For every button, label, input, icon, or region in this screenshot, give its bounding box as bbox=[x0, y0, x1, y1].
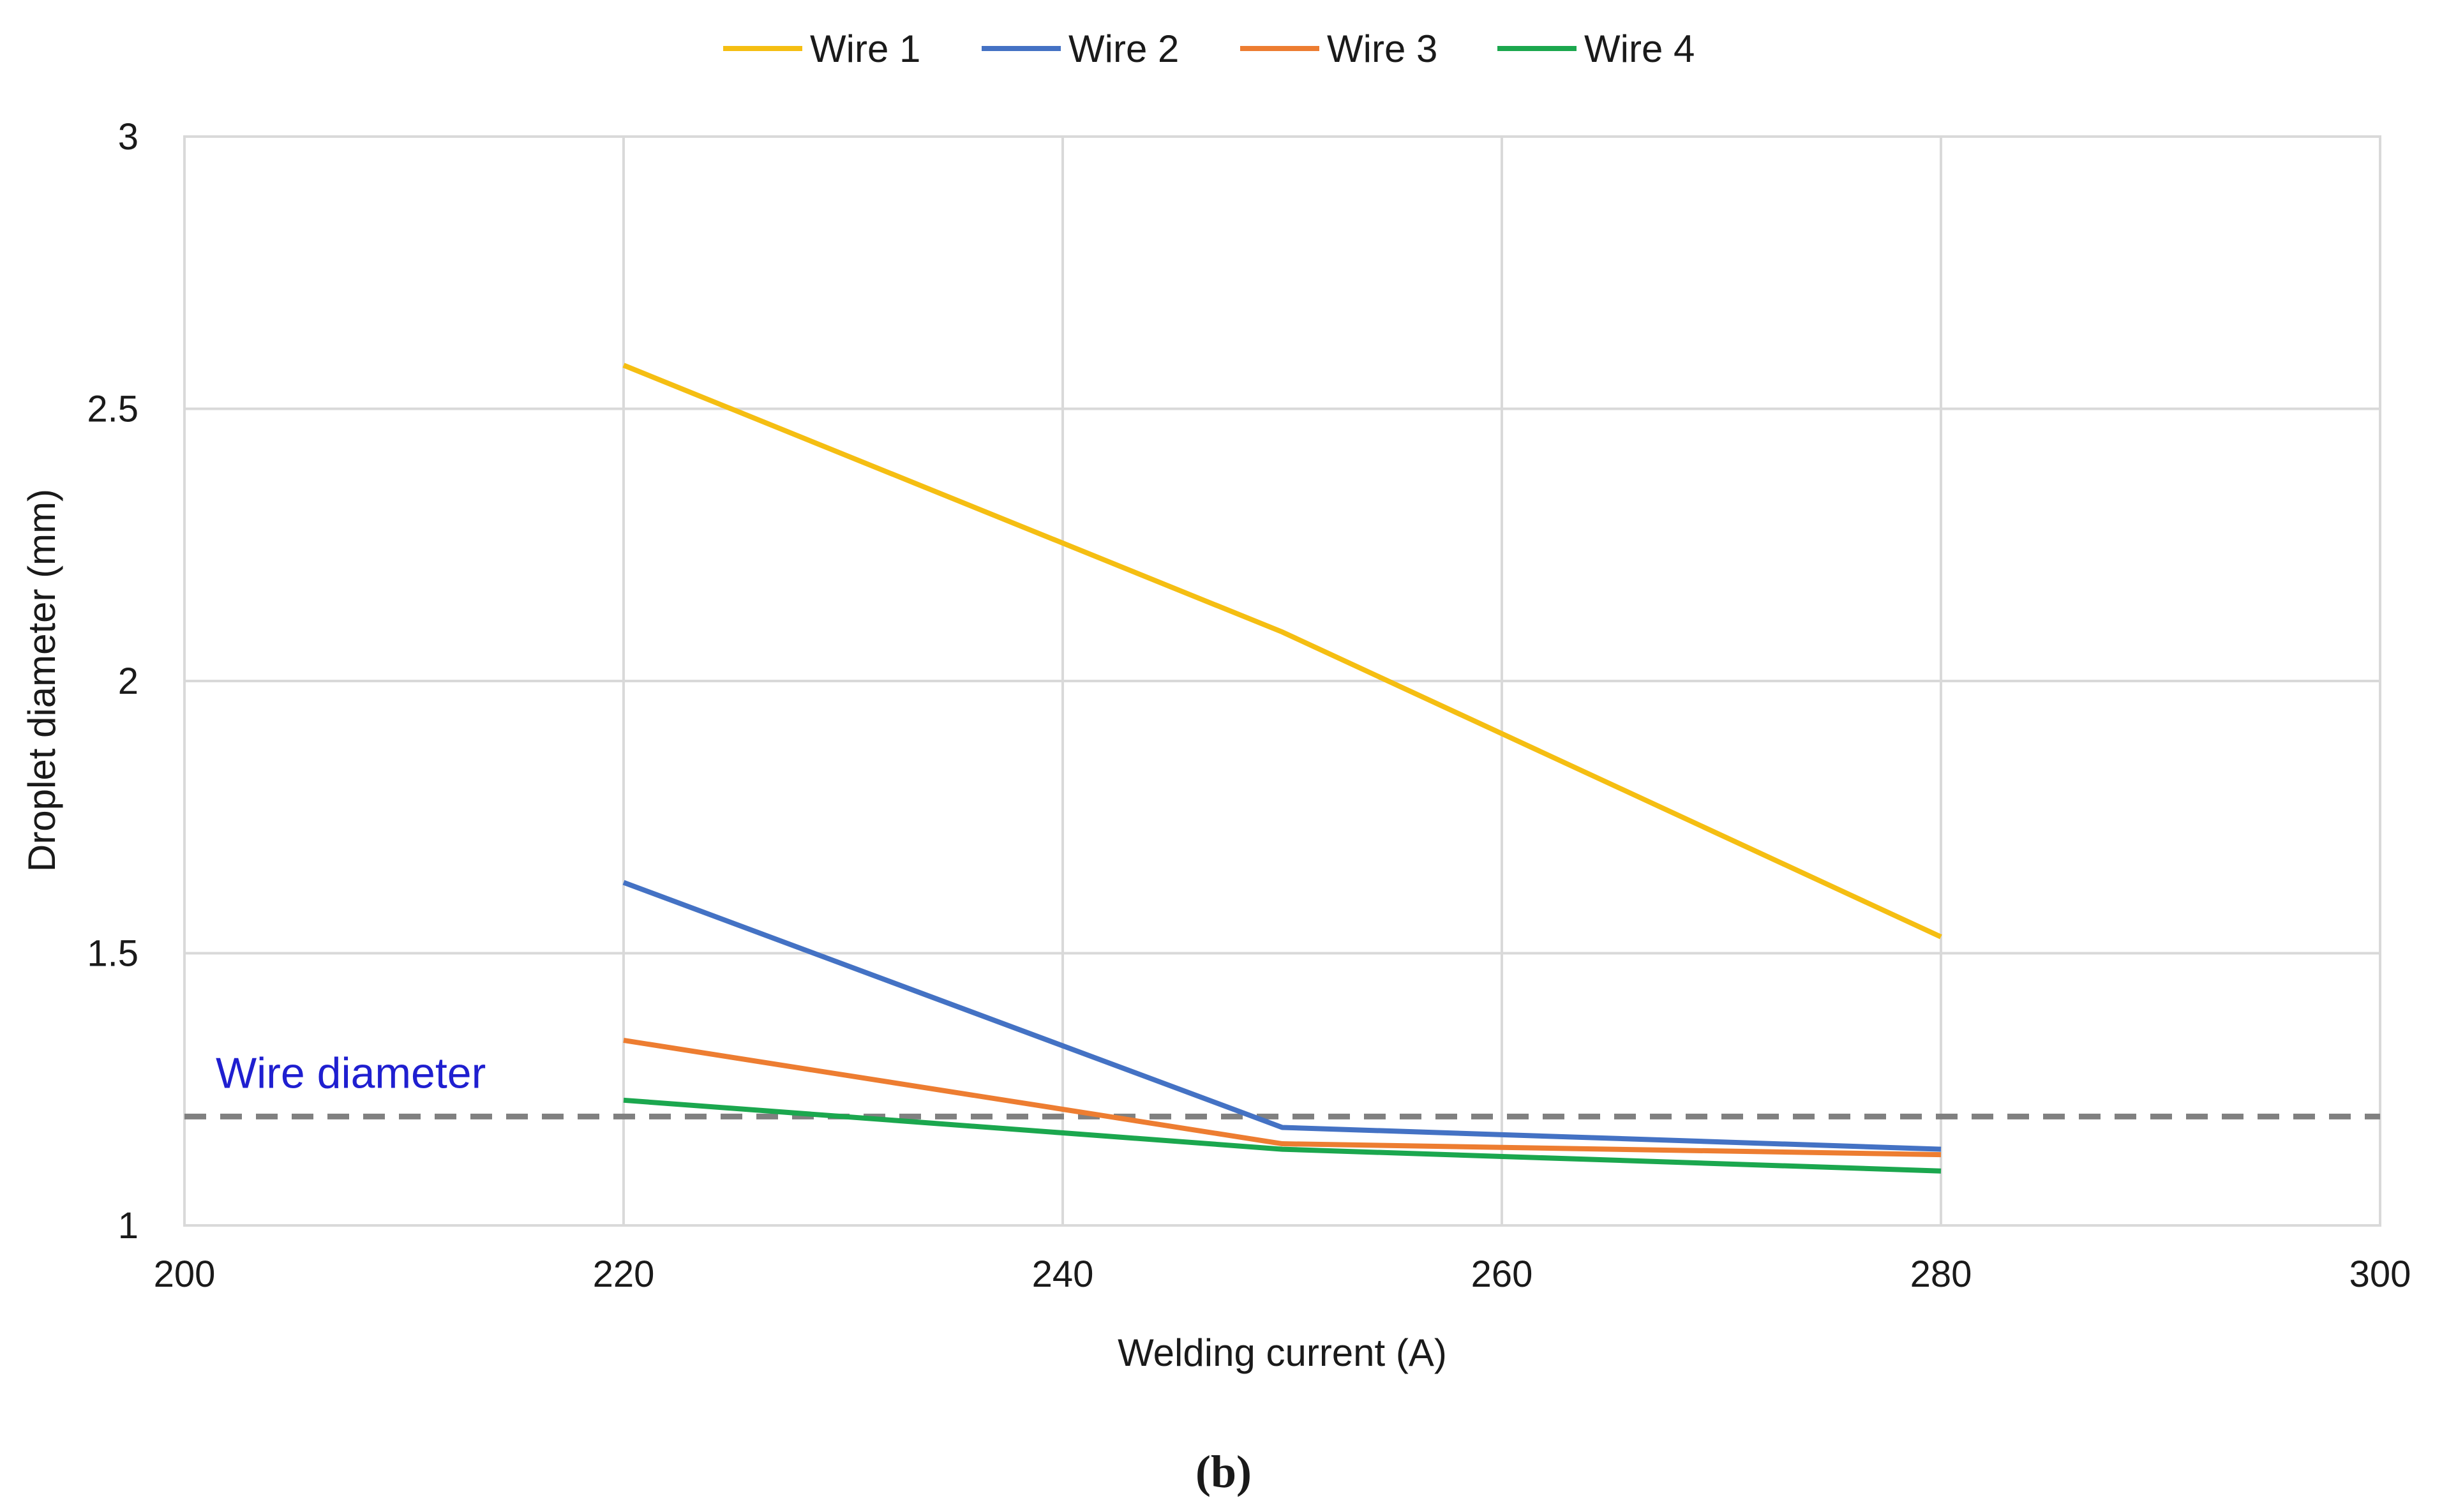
y-tick-label: 3 bbox=[118, 116, 139, 158]
y-tick-label: 2.5 bbox=[87, 389, 139, 430]
series-line-wire-4 bbox=[623, 1097, 1942, 1174]
y-tick-label: 2 bbox=[118, 661, 139, 702]
series-line-wire-1 bbox=[622, 363, 1942, 939]
series-group bbox=[622, 363, 1942, 1174]
x-axis-title: Welding current (A) bbox=[1118, 1331, 1447, 1374]
x-tick-label: 220 bbox=[593, 1254, 655, 1295]
grid bbox=[183, 135, 2381, 1227]
x-tick-label: 260 bbox=[1471, 1254, 1533, 1295]
reference-line-group: Wire diameter bbox=[184, 1049, 2380, 1119]
figure-caption: (b) bbox=[1195, 1446, 1252, 1497]
x-tick-label: 240 bbox=[1032, 1254, 1094, 1295]
legend: Wire 1 Wire 2 Wire 3 Wire 4 bbox=[723, 27, 1695, 70]
axis-labels: Welding current (A) Droplet diameter (mm… bbox=[20, 489, 1447, 1497]
legend-label-wire-1: Wire 1 bbox=[810, 27, 920, 70]
y-axis-title: Droplet diameter (mm) bbox=[20, 489, 63, 872]
y-tick-label: 1.5 bbox=[87, 933, 139, 975]
legend-label-wire-2: Wire 2 bbox=[1068, 27, 1179, 70]
series-line-wire-2 bbox=[622, 880, 1942, 1152]
x-tick-label: 300 bbox=[2349, 1254, 2411, 1295]
legend-label-wire-4: Wire 4 bbox=[1584, 27, 1695, 70]
x-tick-label: 280 bbox=[1910, 1254, 1972, 1295]
y-tick-label: 1 bbox=[118, 1205, 139, 1246]
wire-diameter-label: Wire diameter bbox=[216, 1049, 486, 1097]
x-tick-label: 200 bbox=[154, 1254, 216, 1295]
series-line-wire-3 bbox=[623, 1038, 1942, 1158]
legend-label-wire-3: Wire 3 bbox=[1327, 27, 1437, 70]
axes: 200 220 240 260 280 300 1 1.5 2 2.5 3 bbox=[87, 116, 2411, 1295]
